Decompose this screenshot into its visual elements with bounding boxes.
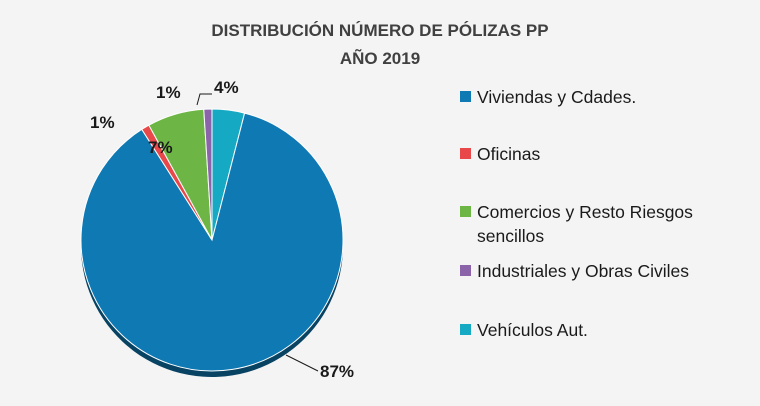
legend-label: sencillos [477,226,544,246]
legend-swatch [460,91,471,102]
chart-subtitle: AÑO 2019 [340,48,420,68]
pie-slice-industriales [203,108,213,241]
data-label-comercios: 7% [148,138,173,157]
legend-swatch [460,148,471,159]
legend-label: Industriales y Obras Civiles [477,261,689,281]
legend-label: Vehículos Aut. [477,320,588,340]
data-label-industriales: 1% [156,83,181,102]
legend-label: Oficinas [477,144,540,164]
data-label-group: 4% 87% 1% 7% 1% [90,78,354,381]
legend-item-vehiculos: Vehículos Aut. [460,320,588,340]
leader-line [196,93,212,106]
data-label-vehiculos: 4% [214,78,239,97]
legend: Viviendas y Cdades. Oficinas Comercios y R… [460,87,693,340]
chart-title: DISTRIBUCIÓN NÚMERO DE PÓLIZAS PP [211,21,548,40]
legend-swatch [460,206,471,217]
legend-label: Comercios y Resto Riesgos [477,202,693,222]
legend-swatch [460,324,471,335]
legend-item-comercios: Comercios y Resto Riesgos sencillos [460,202,693,246]
data-label-viviendas: 87% [320,362,354,381]
legend-item-viviendas: Viviendas y Cdades. [460,87,636,107]
pie-slice-viviendas [80,112,344,372]
legend-item-oficinas: Oficinas [460,144,540,164]
legend-swatch [460,265,471,276]
pie-group [80,108,344,378]
data-label-oficinas: 1% [90,113,115,132]
leader-line [285,354,319,372]
legend-label: Viviendas y Cdades. [477,87,636,107]
legend-item-industriales: Industriales y Obras Civiles [460,261,689,281]
